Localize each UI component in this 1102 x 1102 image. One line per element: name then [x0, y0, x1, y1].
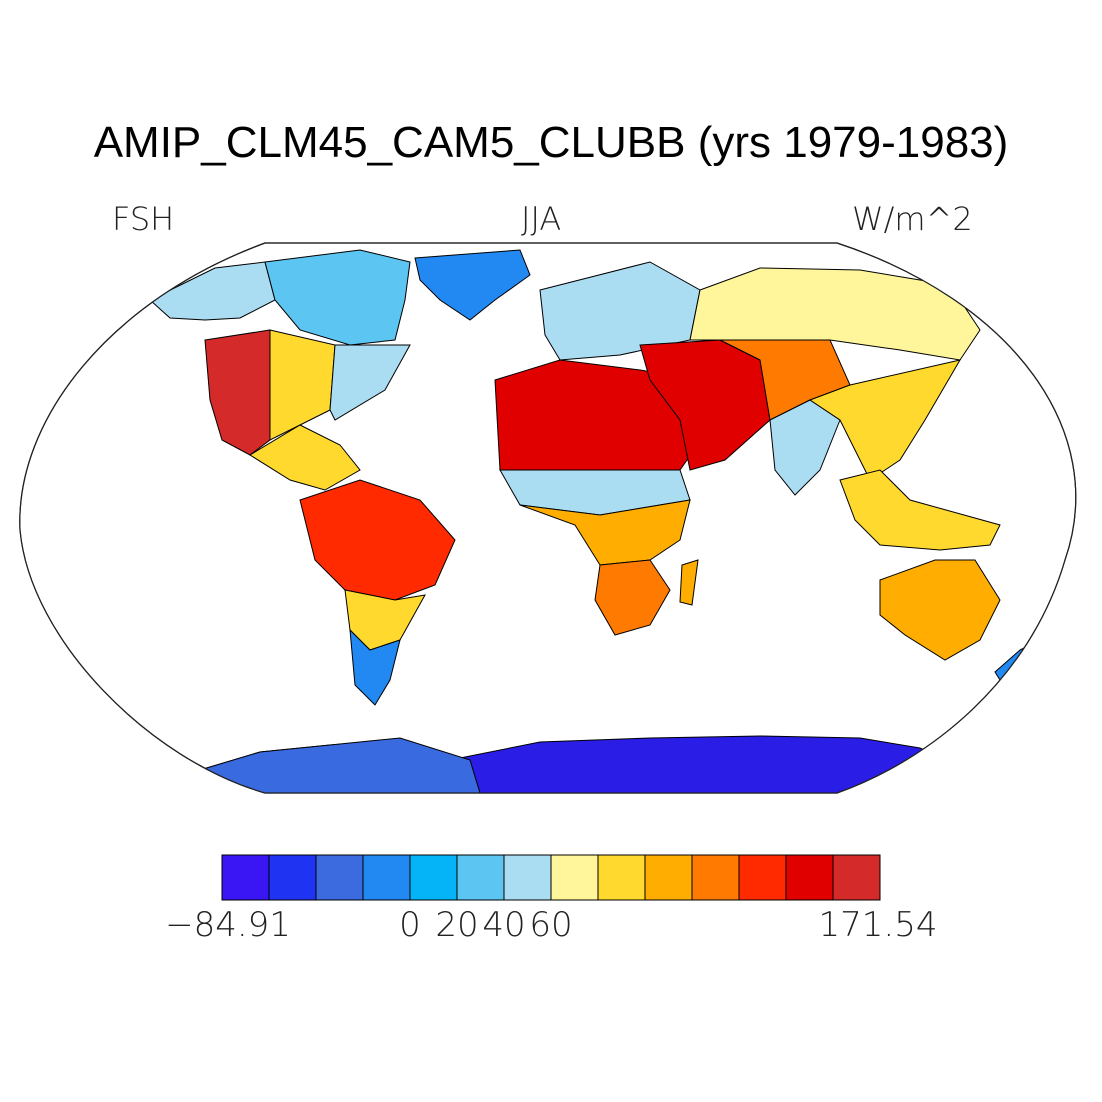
region-madagascar — [679, 559, 699, 606]
region-amazon — [299, 479, 456, 601]
units-label: W/m^2 — [852, 200, 973, 238]
colorbar-tick-label: 40 — [482, 905, 526, 945]
region-alaska — [149, 261, 276, 321]
season-label: JJA — [521, 200, 562, 238]
colorbar-swatch — [221, 854, 270, 901]
colorbar-tick-label: −84.91 — [165, 905, 291, 945]
region-east-asia — [808, 359, 962, 481]
region-central-america — [249, 424, 361, 491]
colorbar-swatch — [644, 854, 693, 901]
map-title: AMIP_CLM45_CAM5_CLUBB (yrs 1979-1983) — [93, 118, 1009, 167]
colorbar-swatch — [738, 854, 787, 901]
colorbar-swatch — [597, 854, 646, 901]
region-southeast-asia — [839, 469, 1001, 551]
colorbar — [221, 854, 881, 901]
colorbar-tick-label: 20 — [435, 905, 479, 945]
colorbar-tick-label: 60 — [529, 905, 573, 945]
colorbar-swatch — [503, 854, 552, 901]
colorbar-swatch — [409, 854, 458, 901]
colorbar-swatch — [456, 854, 505, 901]
region-antarctica-west — [189, 737, 481, 793]
colorbar-swatch — [691, 854, 740, 901]
colorbar-swatch — [362, 854, 411, 901]
region-southern-africa — [594, 559, 671, 636]
region-patagonia — [349, 628, 401, 706]
globe-border — [19, 242, 1077, 794]
colorbar-swatch — [785, 854, 834, 901]
region-central-africa — [519, 499, 691, 566]
colorbar-swatch — [832, 854, 881, 901]
region-eastern-north-america — [329, 344, 411, 421]
region-canada — [264, 249, 411, 346]
colorbar-swatch — [268, 854, 317, 901]
colorbar-tick-label: 171.54 — [818, 905, 938, 945]
variable-label: FSH — [112, 200, 175, 238]
colorbar-swatch — [550, 854, 599, 901]
region-greenland — [414, 249, 531, 321]
colorbar-swatch — [315, 854, 364, 901]
colorbar-tick-label: 0 — [399, 905, 421, 945]
region-australia — [879, 559, 1001, 661]
region-central-north-america — [269, 329, 336, 441]
